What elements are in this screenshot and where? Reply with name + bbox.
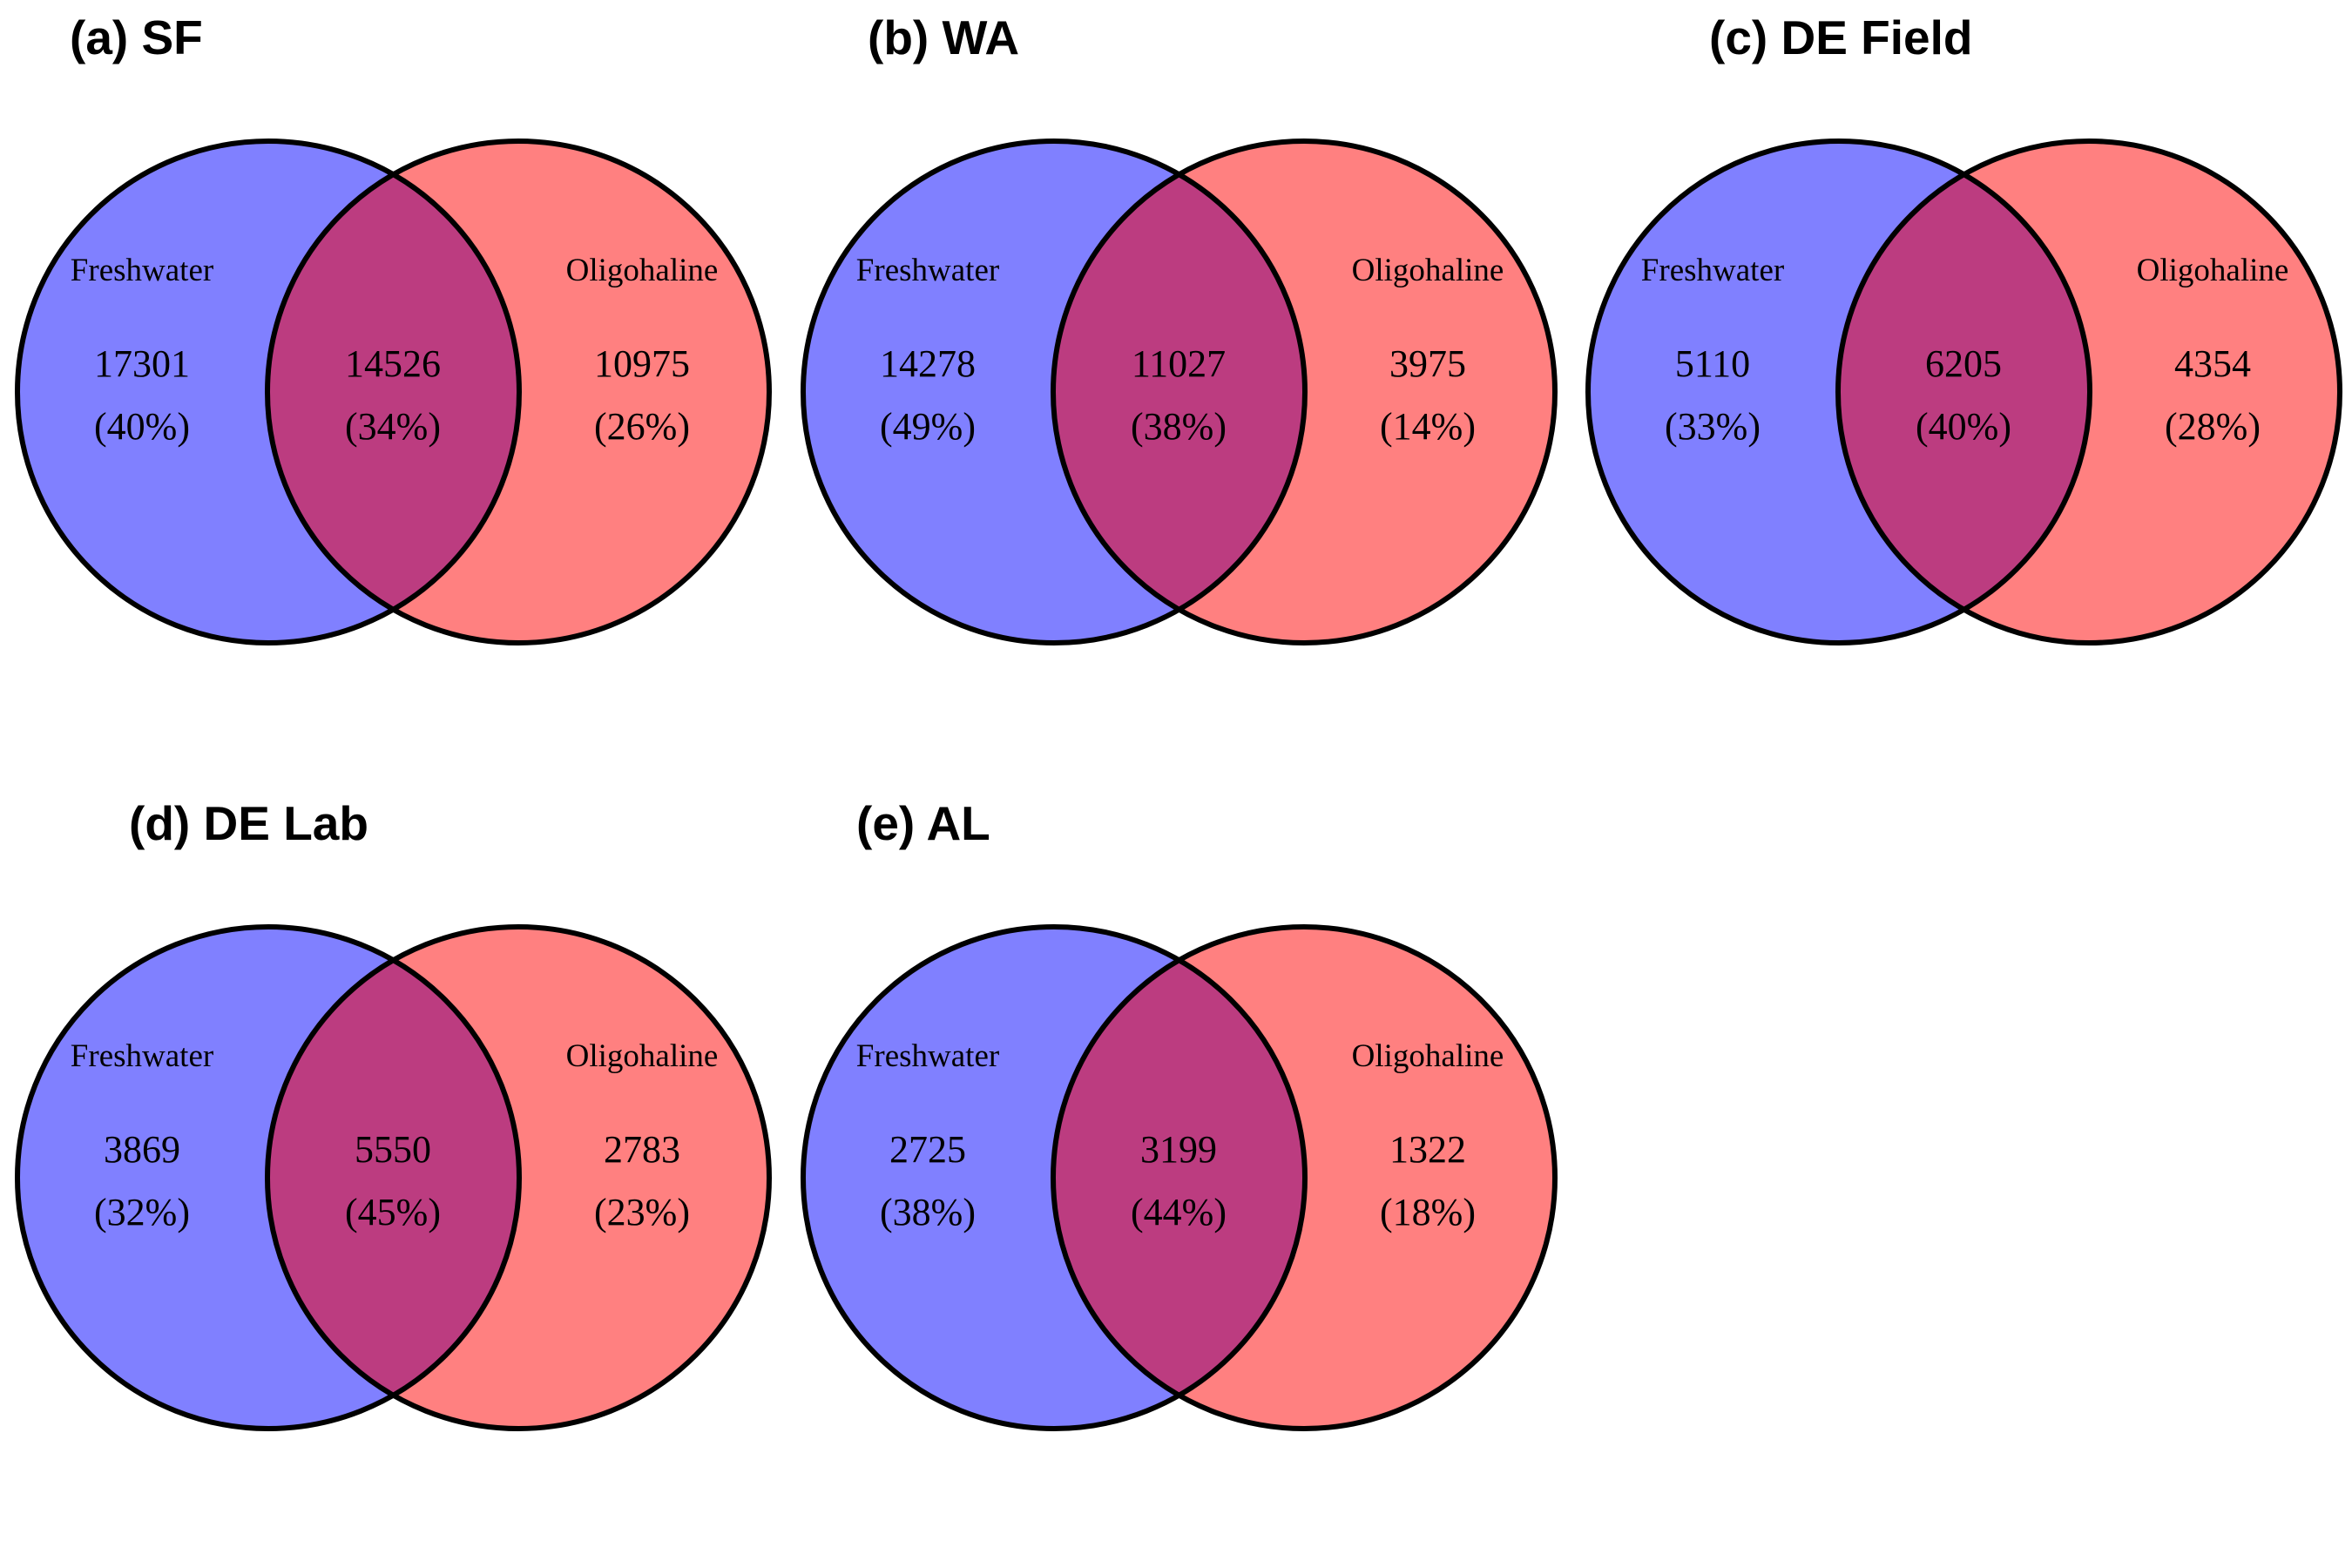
oligohaline-label: Oligohaline xyxy=(566,253,719,288)
oligohaline-label: Oligohaline xyxy=(566,1038,719,1074)
freshwater-only-percent: (33%) xyxy=(1665,405,1761,448)
overlap-percent: (45%) xyxy=(345,1191,441,1233)
oligohaline-set-outline xyxy=(1051,139,1558,645)
freshwater-only-count: 17301 xyxy=(94,342,190,385)
oligohaline-only-count: 10975 xyxy=(594,342,690,385)
panel-title: (d) DE Lab xyxy=(129,796,368,850)
freshwater-only-percent: (32%) xyxy=(94,1191,190,1233)
venn-panel: (b) WA Freshwater Oligohaline 14278 (49%) 110… xyxy=(801,10,1558,645)
oligohaline-only-percent: (14%) xyxy=(1380,405,1476,448)
freshwater-set-outline xyxy=(801,139,1308,645)
oligohaline-set-outline xyxy=(1835,139,2342,645)
freshwater-only-percent: (40%) xyxy=(94,405,190,448)
overlap-percent: (34%) xyxy=(345,405,441,448)
freshwater-set-outline xyxy=(801,924,1308,1431)
freshwater-label: Freshwater xyxy=(856,253,999,288)
venn-panel: (e) AL Freshwater Oligohaline 2725 (38%) 3199… xyxy=(801,796,1558,1431)
oligohaline-only-percent: (23%) xyxy=(594,1191,690,1233)
panels-root: (a) SF Freshwater Oligohaline 17301 (40%) 145… xyxy=(15,10,2342,1431)
overlap-count: 5550 xyxy=(355,1128,431,1171)
oligohaline-set-outline xyxy=(265,924,772,1431)
overlap-percent: (40%) xyxy=(1916,405,2011,448)
freshwater-only-count: 2725 xyxy=(889,1128,966,1171)
freshwater-label: Freshwater xyxy=(1641,253,1784,288)
freshwater-label: Freshwater xyxy=(71,1038,213,1074)
overlap-count: 6205 xyxy=(1925,342,2002,385)
freshwater-only-count: 3869 xyxy=(104,1128,180,1171)
oligohaline-only-count: 2783 xyxy=(604,1128,680,1171)
oligohaline-only-percent: (26%) xyxy=(594,405,690,448)
overlap-percent: (38%) xyxy=(1131,405,1227,448)
freshwater-set-outline xyxy=(15,139,522,645)
oligohaline-label: Oligohaline xyxy=(2137,253,2289,288)
panel-title: (a) SF xyxy=(70,10,203,64)
freshwater-only-count: 5110 xyxy=(1675,342,1750,385)
venn-panel: (a) SF Freshwater Oligohaline 17301 (40%) 145… xyxy=(15,10,772,645)
freshwater-set-outline xyxy=(1585,139,2092,645)
overlap-count: 11027 xyxy=(1132,342,1226,385)
oligohaline-only-percent: (18%) xyxy=(1380,1191,1476,1233)
oligohaline-only-percent: (28%) xyxy=(2165,405,2261,448)
freshwater-only-count: 14278 xyxy=(880,342,976,385)
oligohaline-only-count: 4354 xyxy=(2174,342,2251,385)
overlap-percent: (44%) xyxy=(1131,1191,1227,1233)
freshwater-label: Freshwater xyxy=(856,1038,999,1074)
oligohaline-set-outline xyxy=(265,139,772,645)
oligohaline-label: Oligohaline xyxy=(1352,253,1504,288)
freshwater-set-outline xyxy=(15,924,522,1431)
venn-panel: (c) DE Field Freshwater Oligohaline 5110 (33… xyxy=(1585,10,2342,645)
oligohaline-only-count: 1322 xyxy=(1389,1128,1466,1171)
panel-title: (c) DE Field xyxy=(1709,10,1973,64)
oligohaline-only-count: 3975 xyxy=(1389,342,1466,385)
venn-panel: (d) DE Lab Freshwater Oligohaline 3869 (32%)… xyxy=(15,796,772,1431)
panel-title: (e) AL xyxy=(856,796,990,850)
oligohaline-label: Oligohaline xyxy=(1352,1038,1504,1074)
overlap-count: 3199 xyxy=(1140,1128,1217,1171)
overlap-count: 14526 xyxy=(345,342,441,385)
freshwater-label: Freshwater xyxy=(71,253,213,288)
freshwater-only-percent: (49%) xyxy=(880,405,976,448)
freshwater-only-percent: (38%) xyxy=(880,1191,976,1233)
oligohaline-set-outline xyxy=(1051,924,1558,1431)
panel-title: (b) WA xyxy=(868,10,1019,64)
